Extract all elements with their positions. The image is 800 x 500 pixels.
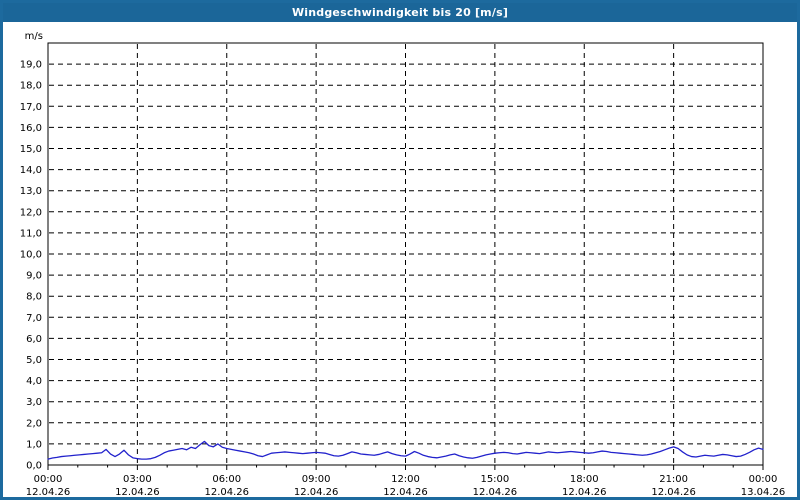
y-axis-tick-label: 17,0 [20,102,42,113]
x-axis-ticks: 00:00 12.04.26 03:00 12.04.26 06:00 12.04.26 0… [26,465,786,497]
gridlines [49,44,762,464]
x-axis-time-label: 06:00 [212,474,241,485]
x-axis-time-label: 21:00 [659,474,688,485]
x-axis-time-label: 00:00 [34,474,63,485]
y-axis-tick-label: 11,0 [20,228,42,239]
y-axis-tick-label: 10,0 [20,250,42,261]
y-axis-tick-label: 14,0 [20,165,42,176]
y-axis-tick-label: 15,0 [20,144,42,155]
y-axis-tick-label: 13,0 [20,186,42,197]
y-axis-tick-label: 8,0 [26,292,42,303]
x-axis-time-label: 12:00 [391,474,420,485]
y-axis-tick-label: 4,0 [26,376,42,387]
y-axis-tick-label: 6,0 [26,334,42,345]
x-axis-date-label: 13.04.26 [741,487,786,497]
plot-border [47,42,764,466]
y-axis-unit-label: m/s [25,31,43,42]
y-axis-tick-label: 3,0 [26,397,42,408]
wind-speed-series-line [47,440,764,460]
y-axis-tick-label: 0,0 [26,461,42,472]
y-axis-tick-label: 19,0 [20,60,42,71]
y-axis-tick-label: 7,0 [26,313,42,324]
x-axis-time-label: 00:00 [749,474,778,485]
x-axis-date-label: 12.04.26 [562,487,607,497]
x-axis-date-label: 12.04.26 [115,487,160,497]
x-axis-time-label: 18:00 [570,474,599,485]
x-axis-time-label: 03:00 [123,474,152,485]
y-axis-tick-label: 2,0 [26,418,42,429]
y-axis-tick-label: 18,0 [20,81,42,92]
x-axis-date-label: 12.04.26 [204,487,249,497]
x-axis-time-label: 15:00 [480,474,509,485]
y-axis-tick-label: 9,0 [26,271,42,282]
x-axis-date-label: 12.04.26 [383,487,428,497]
x-axis-date-label: 12.04.26 [26,487,71,497]
wind-speed-line-chart: 0,0 1,0 2,0 3,0 4,0 5,0 6,0 7,0 8,0 9,0 10,0 11,0 12… [20,31,786,497]
y-axis-ticks: 0,0 1,0 2,0 3,0 4,0 5,0 6,0 7,0 8,0 9,0 10,0 11,0 12… [20,60,42,472]
y-axis-tick-label: 5,0 [26,355,42,366]
window-title-bar: Windgeschwindigkeit bis 20 [m/s] [3,3,797,22]
x-axis-time-label: 09:00 [302,474,331,485]
x-axis-date-label: 12.04.26 [651,487,696,497]
page-title: Windgeschwindigkeit bis 20 [m/s] [291,6,509,19]
y-axis-tick-label: 1,0 [26,439,42,450]
x-axis-date-label: 12.04.26 [473,487,518,497]
chart-area: 0,0 1,0 2,0 3,0 4,0 5,0 6,0 7,0 8,0 9,0 10,0 11,0 12… [3,22,797,497]
x-axis-date-label: 12.04.26 [294,487,339,497]
y-axis-tick-label: 12,0 [20,207,42,218]
y-axis-tick-label: 16,0 [20,123,42,134]
